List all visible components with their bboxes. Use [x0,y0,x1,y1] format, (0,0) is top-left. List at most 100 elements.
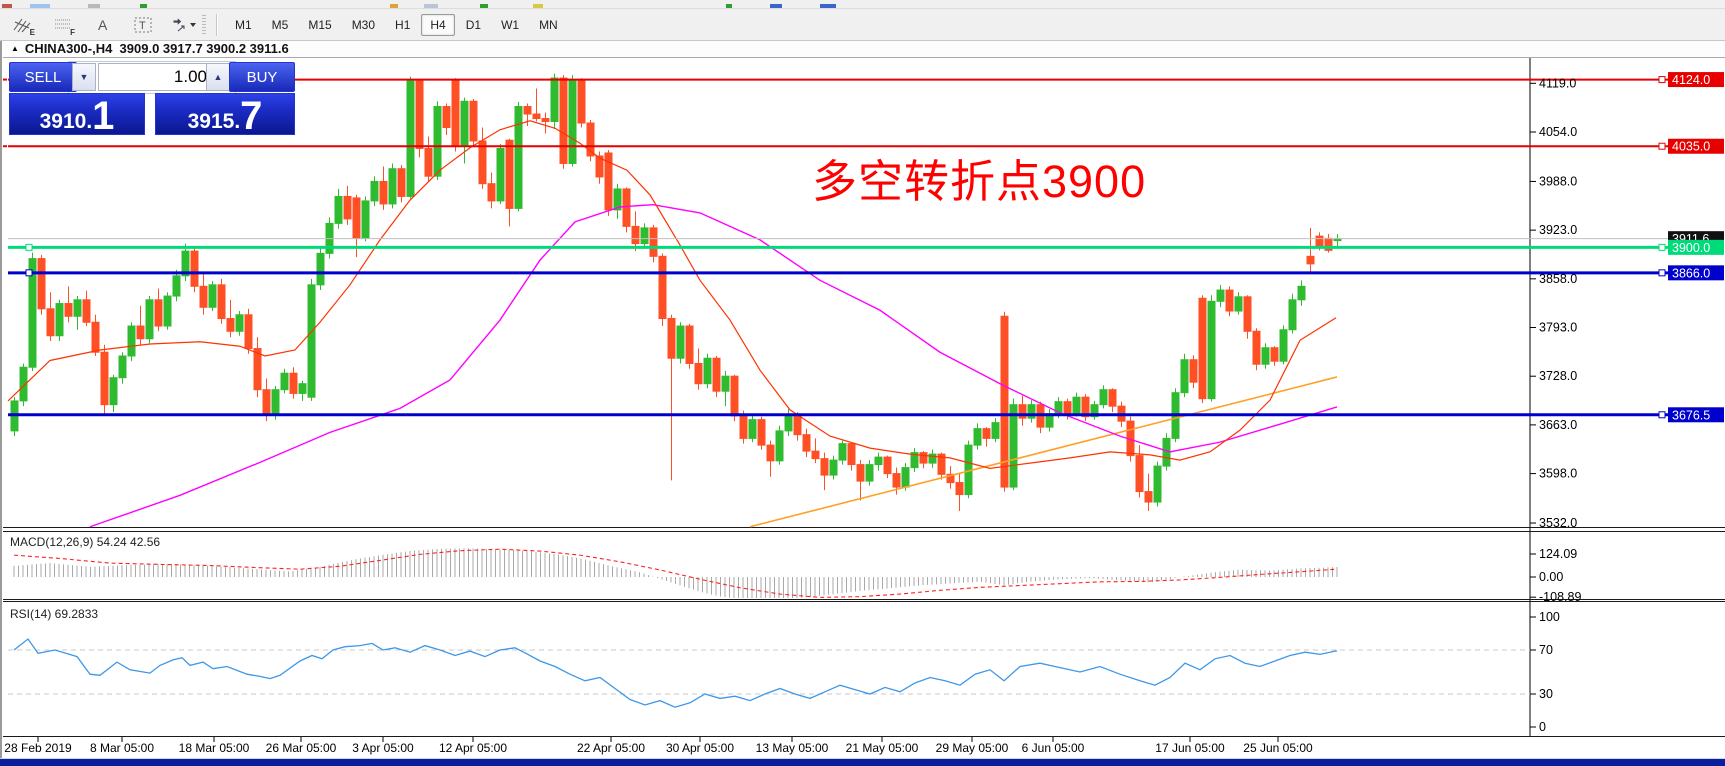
grid-f-icon[interactable]: F [50,14,76,37]
price-tick-label: 3988.0 [1539,174,1577,188]
window-left-border [0,40,3,759]
text-label-icon[interactable]: A [90,14,116,36]
volume-increase-button[interactable]: ▲ [206,63,230,91]
line-edge-mark [0,78,7,81]
buy-price-tile[interactable]: 3915. 7 [155,93,295,136]
buy-price-main: 3915 [187,109,235,133]
candle-body [874,456,883,466]
toolbar-grip[interactable] [202,14,206,35]
collapse-triangle-icon[interactable]: ▲ [11,44,19,53]
candle-body [694,362,703,385]
candle-body [1270,347,1279,362]
candle-body [37,258,46,310]
candle-body [982,428,991,439]
candle-body [883,456,892,475]
ma-fast-line [7,120,1337,469]
timeframe-button-M5[interactable]: M5 [263,14,298,36]
date-label: 25 Jun 05:00 [1243,741,1313,755]
candle-body [649,227,658,257]
buy-price-dot: . [234,109,241,133]
hatch-pattern-e-icon[interactable]: E [10,14,36,37]
macd-signal-line [13,548,1338,598]
timeframe-button-M30[interactable]: M30 [343,14,384,36]
volume-decrease-button[interactable]: ▼ [72,63,96,91]
timeframe-button-W1[interactable]: W1 [492,14,528,36]
candle-body [1027,404,1036,419]
candle-body [181,250,190,277]
cropped-icon [726,4,732,8]
date-label: 6 Jun 05:00 [1021,741,1085,755]
price-badge [1668,239,1724,255]
rsi-tick-label: 70 [1539,643,1553,657]
candle-body [451,79,460,147]
text-box-icon[interactable]: T [130,14,156,36]
price-tick-label: 3793.0 [1539,321,1577,335]
line-anchor-handle [25,243,33,251]
candle-body [100,351,109,406]
timeframe-button-M15[interactable]: M15 [299,14,340,36]
candle-body [199,285,208,308]
timeframe-button-H4[interactable]: H4 [421,13,455,36]
candle-body [847,443,856,466]
cropped-icon [140,4,147,8]
candle-body [1018,404,1027,419]
cycle-arrows-icon[interactable] [170,14,196,36]
candle-body [1243,296,1252,332]
candle-body [1225,289,1234,312]
cropped-icon [30,4,50,8]
candle-body [208,284,217,308]
chevron-up-icon: ▲ [213,72,223,82]
chevron-down-icon: ▼ [79,72,89,82]
sell-price-big-digit: 1 [92,94,115,139]
candle-body [406,80,415,197]
sell-price-tile[interactable]: 3910. 1 [9,93,145,139]
line-edge-mark [0,145,7,148]
candle-body [811,450,820,460]
date-label: 3 Apr 05:00 [352,741,414,755]
candle-body [379,180,388,205]
price-tick-label: 4119.0 [1539,76,1576,90]
ma-slow-line [89,203,1338,528]
sell-button[interactable]: SELL [9,62,77,92]
timeframe-button-M1[interactable]: M1 [226,14,261,36]
cropped-icon [2,4,12,8]
candle-body [550,77,559,123]
date-label: 12 Apr 05:00 [438,741,508,755]
chart-toolbar: E F A T M1 M5 M15 M30 H1 H4 D1 W1 MN [0,9,1725,41]
timeframe-button-D1[interactable]: D1 [457,14,490,36]
candle-body [973,428,982,446]
sell-price-dot: . [86,109,93,133]
macd-tick-label: -108.89 [1539,590,1581,604]
candle-body [1315,235,1324,248]
candle-body [577,79,586,124]
rsi-line [13,638,1338,708]
cropped-icon [390,4,398,8]
buy-button[interactable]: BUY [229,62,295,92]
candle-body [253,347,262,391]
candle-body [901,467,910,488]
candle-body [487,183,496,202]
date-label: 22 Apr 05:00 [576,741,646,755]
candle-body [523,106,532,115]
chart-title-bar[interactable]: ▲ CHINA300-,H4 3909.0 3917.7 3900.2 3911… [3,40,1725,58]
candle-body [397,168,406,197]
icon-letter: E [29,27,35,37]
cropped-icon [480,4,488,8]
price-badge-label: 3866.0 [1672,266,1710,280]
candle-body [514,106,523,209]
candle-body [541,118,550,123]
timeframe-button-H1[interactable]: H1 [386,14,419,36]
candle-body [955,482,964,496]
rsi-tick-label: 30 [1539,687,1553,701]
volume-input[interactable] [98,63,214,91]
price-tick-label: 3923.0 [1539,223,1577,237]
price-badge-label: 4035.0 [1672,140,1710,154]
candle-body [370,180,379,202]
candle-body [1234,296,1243,312]
candle-body [793,414,802,436]
icon-letter: F [70,27,75,37]
timeframe-button-MN[interactable]: MN [530,14,567,36]
candle-body [631,225,640,245]
cropped-icon [533,4,543,8]
